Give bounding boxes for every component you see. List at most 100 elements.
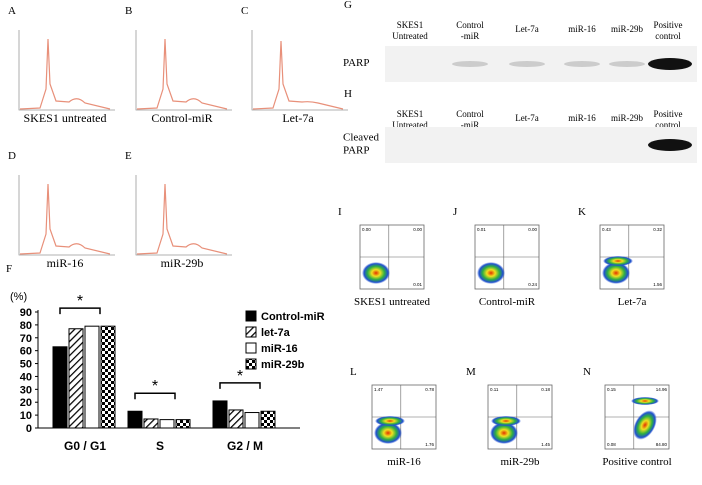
bar	[244, 412, 260, 429]
row-label: PARP	[343, 145, 370, 157]
quadrant-value: 0.08	[607, 442, 616, 447]
band	[509, 61, 545, 67]
cell-cloud	[602, 262, 630, 284]
quadrant-value: 1.45	[541, 442, 550, 447]
hist-caption: SKES1 untreated	[24, 111, 107, 125]
y-tick-label: 40	[20, 371, 32, 383]
cell-cloud	[362, 262, 390, 284]
legend-label: miR-16	[261, 343, 298, 355]
y-tick-label: 30	[20, 384, 32, 396]
bar	[143, 418, 159, 429]
band	[452, 61, 488, 67]
cell-cloud	[374, 422, 402, 444]
lane-label: Control	[456, 20, 484, 30]
cell-cloud	[491, 416, 521, 426]
hist-caption: Let-7a	[282, 111, 314, 125]
lane-label: Untreated	[392, 120, 428, 130]
quadrant-value: 14.96	[656, 387, 668, 392]
legend-label: let-7a	[261, 327, 291, 339]
bar	[228, 409, 244, 429]
hist-curve	[252, 40, 344, 110]
panel-label: E	[125, 150, 132, 162]
panel-label: I	[338, 206, 342, 218]
x-tick-label: G2 / M	[227, 439, 263, 453]
quadrant-value: 0.01	[413, 282, 422, 287]
lane-label: Control	[456, 109, 484, 119]
hist-axes	[251, 30, 348, 111]
band	[609, 61, 645, 67]
quadrant-value: 0.24	[528, 282, 537, 287]
legend-label: miR-29b	[261, 359, 305, 371]
x-tick-label: G0 / G1	[64, 439, 106, 453]
lane-label: control	[655, 31, 681, 41]
quadrant-value: 0.00	[362, 227, 371, 232]
y-tick-label: 80	[20, 320, 32, 332]
y-tick-label: 10	[20, 410, 32, 422]
panel-label: L	[350, 366, 357, 378]
quadrant-value: 1.56	[653, 282, 662, 287]
hist-curve	[19, 38, 111, 110]
hist-curve	[136, 38, 228, 110]
annotation: *	[152, 378, 158, 395]
panel-label: K	[578, 206, 586, 218]
lane-label: Untreated	[392, 31, 428, 41]
cell-cloud	[603, 256, 633, 266]
cell-cloud	[490, 422, 518, 444]
lane-label: miR-29b	[611, 24, 644, 34]
y-tick-label: 50	[20, 359, 32, 371]
quadrant-value: 84.80	[656, 442, 668, 447]
quadrant-value: 1.76	[425, 442, 434, 447]
legend-swatch	[245, 310, 257, 322]
significance-bracket	[59, 307, 101, 315]
bar	[175, 419, 191, 429]
y-tick-label: 70	[20, 333, 32, 345]
flow-caption: Control-miR	[479, 296, 536, 308]
quadrant-value: 0.00	[528, 227, 537, 232]
y-tick-label: 60	[20, 346, 32, 358]
panel-label: A	[8, 5, 16, 17]
hist-curve	[19, 183, 111, 255]
legend-label: Control-miR	[261, 311, 325, 323]
flow-caption: miR-29b	[500, 456, 540, 468]
cell-cloud	[633, 410, 657, 440]
band	[564, 61, 600, 67]
hist-caption: miR-16	[47, 256, 84, 270]
cell-cloud	[375, 416, 405, 426]
y-tick-label: 0	[26, 423, 32, 435]
quadrant-value: 1.47	[374, 387, 383, 392]
hist-axes	[135, 175, 232, 256]
quadrant-value: 0.32	[653, 227, 662, 232]
flow-caption: Positive control	[602, 456, 671, 468]
panel-label: J	[453, 206, 458, 218]
annotation: *	[77, 293, 83, 310]
quadrant-value: 0.11	[490, 387, 499, 392]
y-tick-label: 90	[20, 307, 32, 319]
flow-caption: Let-7a	[618, 296, 647, 308]
quadrant-value: 0.18	[541, 387, 550, 392]
bar	[159, 419, 175, 429]
lane-label: Positive	[653, 20, 682, 30]
row-label: PARP	[343, 57, 370, 69]
hist-curve	[136, 183, 228, 255]
y-unit: (%)	[10, 291, 27, 303]
bar	[127, 410, 143, 429]
hist-axes	[18, 175, 115, 256]
lane-label: Positive	[653, 109, 682, 119]
significance-bracket	[134, 392, 176, 400]
cell-cloud	[477, 262, 505, 284]
flow-caption: SKES1 untreated	[354, 296, 431, 308]
bar	[52, 346, 68, 429]
quadrant-value: 0.78	[425, 387, 434, 392]
flow-caption: miR-16	[387, 456, 421, 468]
bar	[68, 328, 84, 429]
cell-cloud	[631, 397, 659, 405]
panel-label: M	[466, 366, 476, 378]
lane-label: -miR	[461, 120, 480, 130]
lane-label: SKES1	[397, 109, 424, 119]
lane-label: miR-16	[568, 113, 596, 123]
bar	[84, 325, 100, 429]
lane-label: -miR	[461, 31, 480, 41]
band	[648, 58, 692, 70]
